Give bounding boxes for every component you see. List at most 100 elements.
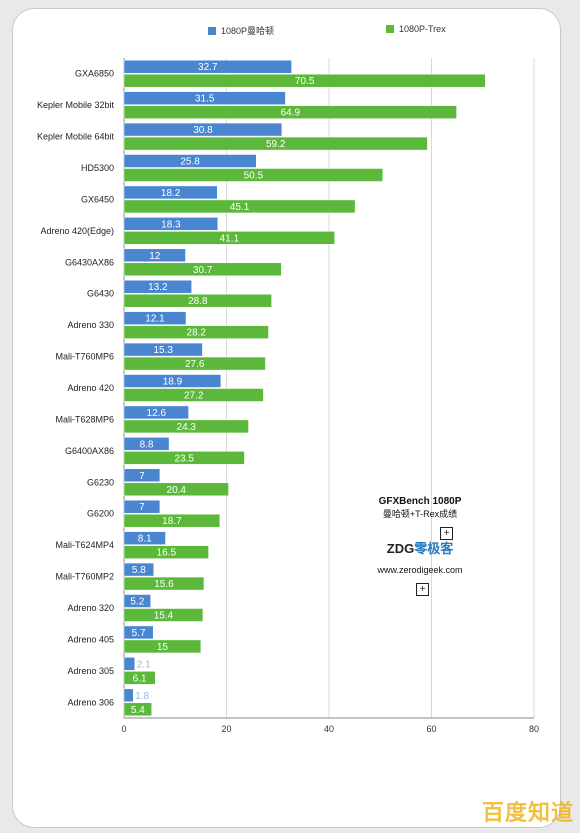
data-label: 50.5 [244,171,264,182]
bar [123,657,136,671]
data-label: 28.8 [188,296,208,307]
data-label: 20.4 [167,485,187,496]
data-label: 1.8 [135,691,149,702]
bar [123,499,161,514]
data-label: 59.2 [266,139,286,150]
category-label: Adreno 405 [67,634,114,644]
bar [123,199,356,214]
x-tick-label: 60 [426,724,436,734]
bar [123,468,161,483]
category-label: Mali-T624MP4 [55,540,114,550]
bar [123,91,286,105]
bar [123,73,486,88]
data-label: 18.3 [161,219,181,230]
data-label: 27.6 [185,359,205,370]
bar [123,531,166,545]
bar [123,105,457,119]
plus-box-icon: + [440,527,453,540]
bar [123,185,218,200]
logo-latin: ZDG [386,541,415,556]
legend-label-manhattan: 1080P曼哈顿 [221,26,275,36]
bar [123,388,264,402]
data-label: 12.6 [147,408,167,419]
data-label: 18.9 [163,377,183,388]
bar [123,356,266,371]
data-label: 7 [139,471,145,482]
zerodigeek-logo: ZDG零极客 [365,538,475,557]
bar [123,625,154,640]
data-label: 5.7 [132,628,146,639]
category-label: Mali-T760MP6 [55,352,114,362]
category-label: Mali-T628MP6 [55,414,114,424]
data-label: 64.9 [281,108,301,119]
category-label: GXA6850 [75,69,114,79]
data-label: 16.5 [157,548,177,559]
data-label: 12 [149,251,161,262]
bar [123,374,222,388]
data-label: 41.1 [220,233,240,244]
bar [123,293,272,308]
x-tick-label: 20 [221,724,231,734]
category-label: Kepler Mobile 32bit [37,100,115,110]
data-label: 30.8 [193,125,213,136]
data-label: 5.2 [130,597,144,608]
bar [123,482,229,497]
data-label: 7 [139,502,145,513]
bar [123,248,186,263]
data-label: 12.1 [145,314,165,325]
data-label: 5.8 [132,565,146,576]
data-label: 15.3 [153,345,173,356]
info-block: GFXBench 1080P 曼哈顿+T-Rex成绩 ZDG零极客 www.ze… [365,496,475,575]
category-label: G6430AX86 [65,257,114,267]
data-label: 32.7 [198,62,218,73]
bar [123,562,154,577]
category-label: Adreno 306 [67,697,114,707]
data-label: 15.6 [154,579,174,590]
data-label: 18.2 [161,188,181,199]
bar [123,325,269,339]
bar [123,639,202,654]
category-label: Adreno 420(Edge) [40,226,114,236]
bar [123,608,204,622]
data-label: 70.5 [295,76,315,87]
category-label: Adreno 330 [67,320,114,330]
info-subtitle: 曼哈顿+T-Rex成绩 [382,509,458,519]
legend-swatch-blue [208,26,216,35]
plus-box-icon: + [416,583,429,596]
legend-swatch-green [386,25,394,33]
data-label: 5.4 [131,705,145,716]
bar [123,342,203,357]
bar [123,576,205,591]
category-label: G6400AX86 [65,446,114,456]
data-label: 15.4 [154,611,174,622]
category-label: HD5300 [81,163,114,173]
info-url: www.zerodigeek.com [377,565,463,575]
bar [123,122,283,137]
bar [123,231,335,245]
data-label: 18.7 [162,516,182,527]
x-tick-label: 40 [324,724,334,734]
data-label: 30.7 [193,265,213,276]
data-label: 8.1 [138,534,152,545]
bar [123,168,384,182]
legend-item-trex: 1080P-Trex [386,24,446,34]
bar [123,311,187,325]
x-tick-label: 80 [529,724,539,734]
bar [123,594,151,608]
bar [123,545,209,559]
data-label: 27.2 [184,391,204,402]
bar [123,437,170,451]
data-label: 13.2 [148,282,168,293]
data-label: 24.3 [177,422,197,433]
data-label: 6.1 [133,673,147,684]
data-label: 28.2 [187,328,207,339]
data-label: 25.8 [180,157,200,168]
info-title: GFXBench 1080P [378,496,462,507]
bar [123,59,292,74]
bar [123,513,221,528]
legend-item-manhattan: 1080P曼哈顿 [208,24,274,37]
watermark: 百度知道 [481,800,574,825]
data-label: 2.1 [137,659,151,670]
bar [123,217,219,231]
